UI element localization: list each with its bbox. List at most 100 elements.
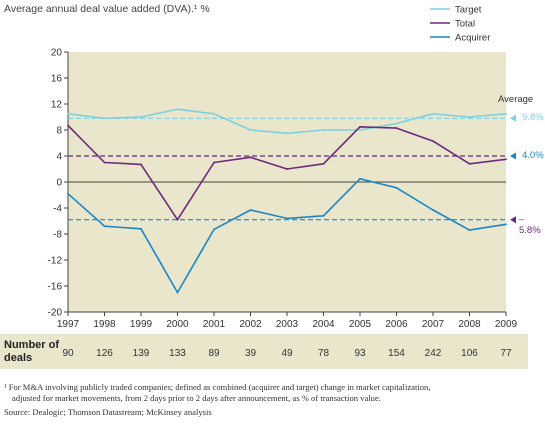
y-tick-label: -8 bbox=[53, 230, 62, 241]
data-point bbox=[213, 161, 215, 164]
data-point bbox=[140, 227, 142, 230]
x-tick-label: 2003 bbox=[276, 319, 299, 330]
y-tick-label: 0 bbox=[56, 178, 62, 189]
data-point bbox=[176, 291, 179, 294]
data-point bbox=[432, 209, 434, 211]
deals-row: 90 126 139 133 89 39 49 78 93 154 242 106 77 bbox=[0, 334, 528, 369]
data-point bbox=[505, 112, 507, 115]
data-point bbox=[468, 162, 471, 165]
x-tick-label: 2004 bbox=[312, 319, 335, 330]
data-point bbox=[286, 132, 288, 135]
deals-value: 90 bbox=[62, 348, 74, 359]
x-tick-label: 2001 bbox=[203, 319, 226, 330]
deals-value: 77 bbox=[500, 348, 512, 359]
deals-value: 106 bbox=[461, 348, 478, 359]
y-tick-label: 16 bbox=[51, 74, 63, 85]
data-point bbox=[249, 209, 252, 211]
data-point bbox=[322, 162, 325, 165]
average-label: Average bbox=[498, 94, 534, 105]
deals-band bbox=[0, 334, 528, 369]
x-tick-label: 2000 bbox=[166, 319, 189, 330]
chart-title: Average annual deal value added (DVA).¹ … bbox=[4, 3, 210, 15]
average-arrow-icon bbox=[510, 216, 516, 224]
data-point bbox=[140, 116, 142, 118]
data-point bbox=[103, 117, 106, 120]
series-lines bbox=[67, 108, 507, 294]
x-axis-ticks: 1997 1998 1999 2000 2001 2002 2003 2004 2005 2006… bbox=[57, 312, 518, 330]
data-point bbox=[249, 156, 252, 159]
data-point bbox=[359, 125, 361, 128]
deals-value: 154 bbox=[388, 348, 405, 359]
data-point bbox=[286, 168, 288, 170]
data-point bbox=[213, 112, 215, 115]
data-point bbox=[176, 218, 179, 221]
deals-value: 126 bbox=[96, 348, 113, 359]
y-axis-ticks: 20 16 12 8 4 0 -4 -8 -12 -16 -20 bbox=[48, 48, 68, 319]
y-tick-label: 8 bbox=[56, 126, 62, 137]
average-reference-lines bbox=[68, 117, 506, 221]
data-point bbox=[432, 112, 434, 115]
data-point bbox=[140, 163, 142, 166]
deals-value: 89 bbox=[208, 348, 220, 359]
data-point bbox=[322, 214, 325, 217]
average-value-total: 4.0% bbox=[522, 150, 544, 161]
data-point bbox=[103, 161, 106, 164]
source-note: Source: Dealogic; Thomson Datastream; Mc… bbox=[4, 407, 212, 417]
data-point bbox=[67, 124, 69, 127]
deals-label-line2: deals bbox=[4, 352, 33, 364]
x-tick-label: 1997 bbox=[57, 319, 80, 330]
y-tick-label: -20 bbox=[48, 308, 63, 319]
data-point bbox=[249, 129, 252, 131]
average-value-target: 9.8% bbox=[522, 112, 544, 124]
y-tick-label: -12 bbox=[48, 256, 63, 267]
data-point bbox=[468, 229, 471, 232]
legend-label: Total bbox=[455, 19, 475, 30]
deals-value: 39 bbox=[245, 348, 257, 359]
x-tick-label: 2007 bbox=[422, 319, 445, 330]
average-arrow-icon bbox=[510, 152, 516, 160]
x-tick-label: 1998 bbox=[93, 319, 116, 330]
legend-label: Acquirer bbox=[455, 33, 490, 44]
data-point bbox=[176, 108, 179, 111]
legend: Target Total Acquirer bbox=[430, 5, 490, 44]
footnote: ¹ For M&A involving publicly traded comp… bbox=[4, 382, 540, 404]
data-point bbox=[395, 186, 398, 189]
data-point bbox=[67, 192, 69, 195]
deals-value: 78 bbox=[318, 348, 330, 359]
data-point bbox=[322, 129, 325, 131]
data-point bbox=[213, 228, 215, 231]
data-point bbox=[432, 140, 434, 142]
x-tick-label: 2008 bbox=[458, 319, 481, 330]
average-value-acquirer: –5.8% bbox=[519, 213, 541, 236]
legend-label: Target bbox=[455, 5, 482, 16]
x-tick-label: 2009 bbox=[495, 319, 518, 330]
x-tick-label: 2002 bbox=[239, 319, 262, 330]
footnote-line: ¹ For M&A involving publicly traded comp… bbox=[4, 382, 431, 392]
x-tick-label: 2005 bbox=[349, 319, 372, 330]
deals-value: 93 bbox=[354, 348, 366, 359]
y-tick-label: -4 bbox=[53, 204, 62, 215]
deals-label: Number of deals bbox=[4, 339, 59, 365]
data-point bbox=[395, 127, 398, 129]
y-tick-label: 4 bbox=[56, 152, 62, 163]
data-point bbox=[286, 217, 288, 220]
data-point bbox=[359, 177, 361, 180]
deals-value: 139 bbox=[133, 348, 150, 359]
deals-label-line1: Number of bbox=[4, 339, 59, 351]
data-point bbox=[359, 129, 361, 131]
deals-value: 49 bbox=[281, 348, 293, 359]
data-point bbox=[67, 112, 69, 115]
footnote-line: adjusted for market movements, from 2 da… bbox=[12, 393, 381, 403]
data-point bbox=[505, 223, 507, 226]
data-point bbox=[468, 116, 471, 118]
x-tick-label: 2006 bbox=[385, 319, 408, 330]
average-markers bbox=[510, 114, 516, 224]
y-tick-label: -16 bbox=[48, 282, 63, 293]
data-point bbox=[505, 158, 507, 161]
y-tick-label: 12 bbox=[51, 100, 63, 111]
deals-value: 242 bbox=[425, 348, 442, 359]
y-tick-label: 20 bbox=[51, 48, 63, 59]
data-point bbox=[395, 122, 398, 125]
deals-value: 133 bbox=[169, 348, 186, 359]
